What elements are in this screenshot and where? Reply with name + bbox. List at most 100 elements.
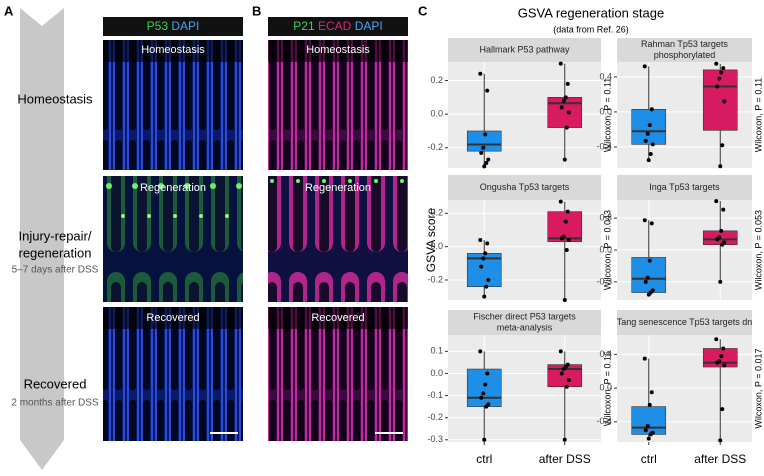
- data-point: [479, 150, 484, 155]
- data-point: [645, 131, 650, 136]
- y-tick-label: -0.2: [427, 274, 443, 284]
- facet-strip: [617, 175, 752, 200]
- data-point: [562, 157, 567, 162]
- facet-title: phosphorylated: [654, 50, 716, 60]
- data-point: [485, 88, 490, 93]
- data-point: [645, 275, 650, 280]
- data-point: [718, 279, 723, 284]
- data-point: [558, 349, 563, 354]
- data-point: [481, 145, 486, 150]
- box: [631, 109, 667, 145]
- data-point: [482, 437, 487, 442]
- facet-title: meta-analysis: [497, 322, 553, 332]
- y-tick-label: -0.3: [427, 434, 443, 444]
- data-point: [719, 70, 724, 75]
- micrograph: [268, 307, 408, 441]
- data-point: [722, 363, 727, 368]
- stage-name: regeneration: [19, 245, 92, 260]
- y-tick-label: 0.2: [430, 208, 443, 218]
- data-point: [561, 367, 566, 372]
- data-point: [718, 164, 723, 169]
- data-point: [645, 423, 650, 428]
- panel-label: B: [252, 3, 261, 18]
- test-label: Wilcoxon, P = 0.11: [602, 78, 612, 152]
- data-point: [558, 61, 563, 66]
- data-point: [715, 84, 720, 89]
- data-point: [559, 236, 564, 241]
- data-point: [642, 64, 647, 69]
- y-tick-label: 0.2: [430, 75, 443, 85]
- data-point: [483, 132, 488, 137]
- facet-strip: [448, 310, 601, 335]
- y-tick-label: -0.4: [596, 141, 612, 151]
- chart-title: GSVA regeneration stage: [518, 5, 664, 20]
- channel-legend: P21 ECAD DAPI: [293, 19, 382, 33]
- data-point: [483, 382, 488, 387]
- data-point: [562, 298, 567, 302]
- image-label: Homeostasis: [306, 44, 370, 56]
- y-tick-label: 0.0: [430, 109, 443, 119]
- data-point: [646, 292, 651, 297]
- data-point: [721, 66, 726, 71]
- y-tick-label: -0.3: [596, 276, 612, 286]
- facet-title: Ongusha Tp53 targets: [480, 182, 570, 192]
- data-point: [484, 284, 489, 289]
- data-point: [719, 228, 724, 233]
- y-tick-label: 0.0: [599, 106, 612, 116]
- data-point: [642, 218, 647, 223]
- stage-detail: 2 months after DSS: [11, 398, 99, 409]
- test-label: Wilcoxon, P = 0.16: [602, 351, 612, 426]
- data-point: [486, 278, 491, 282]
- data-point: [646, 158, 651, 163]
- data-point: [559, 371, 564, 376]
- data-point: [486, 157, 491, 162]
- y-tick-label: 0.1: [430, 346, 443, 356]
- data-point: [485, 241, 490, 246]
- y-tick-label: 0.0: [599, 382, 612, 392]
- y-tick-label: 0.4: [599, 349, 612, 359]
- facet-strip: [617, 38, 752, 62]
- data-point: [648, 151, 653, 156]
- data-point: [648, 432, 653, 437]
- facet-title: Tang senescence Tp53 targets dn: [617, 317, 752, 327]
- data-point: [559, 105, 564, 110]
- facet-title: Inga Tp53 targets: [649, 182, 720, 192]
- panel-label: C: [418, 3, 428, 18]
- y-tick-label: 0.0: [599, 244, 612, 254]
- data-point: [482, 164, 487, 169]
- data-point: [563, 219, 568, 224]
- facet-title: Rahman Tp53 targets: [641, 39, 728, 49]
- data-point: [566, 238, 571, 242]
- data-point: [647, 402, 652, 407]
- data-point: [722, 99, 727, 104]
- data-point: [484, 404, 489, 409]
- data-point: [714, 61, 719, 66]
- channel-legend: P53 DAPI: [147, 19, 200, 33]
- test-label: Wilcoxon, P = 0.11: [753, 78, 763, 152]
- data-point: [482, 294, 487, 299]
- data-point: [558, 199, 563, 204]
- data-point: [562, 437, 567, 442]
- data-point: [647, 123, 652, 128]
- data-point: [649, 107, 654, 112]
- test-label: Wilcoxon, P = 0.053: [753, 210, 763, 290]
- data-point: [718, 438, 723, 443]
- data-point: [643, 279, 648, 284]
- micrograph: [103, 307, 243, 441]
- data-point: [720, 407, 725, 412]
- data-point: [719, 354, 724, 359]
- data-point: [715, 360, 720, 365]
- channel-name: DAPI: [355, 19, 383, 33]
- data-point: [563, 95, 568, 100]
- data-point: [714, 337, 719, 342]
- channel-header: [268, 17, 408, 36]
- data-point: [481, 391, 486, 396]
- channel-header: [103, 17, 243, 36]
- y-tick-label: -0.2: [427, 412, 443, 422]
- facet-strip: [448, 175, 601, 200]
- stage-name: Homeostasis: [17, 91, 93, 106]
- y-tick-label: -0.2: [427, 142, 443, 152]
- chart-subtitle: (data from Ref. 26): [553, 24, 629, 34]
- stage-arrow: [20, 8, 64, 470]
